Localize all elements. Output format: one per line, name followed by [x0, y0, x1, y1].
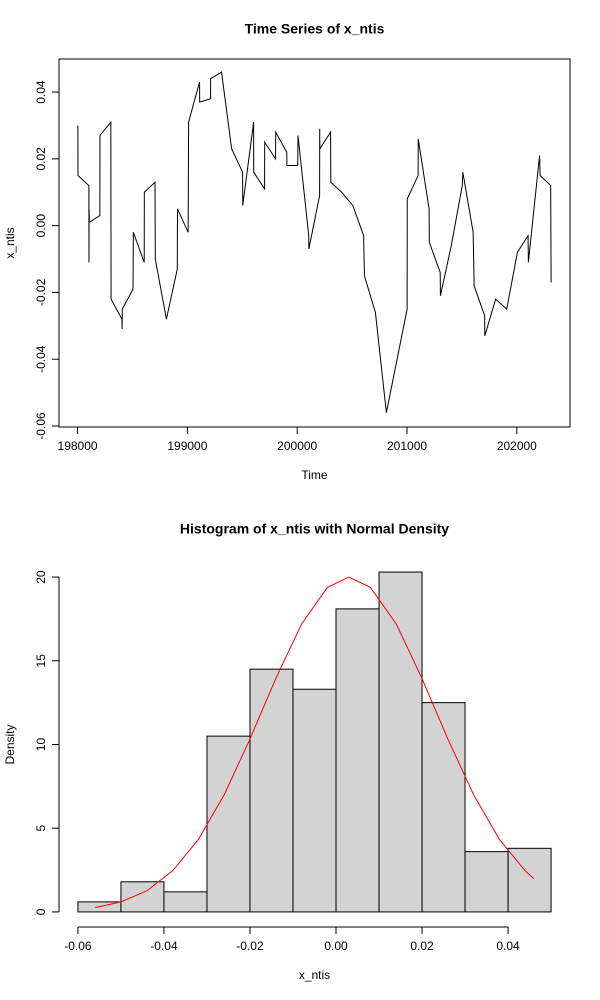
- histogram-bar: [120, 881, 165, 913]
- x-axis-label: Time: [301, 468, 328, 482]
- plot-box: [58, 58, 571, 428]
- density-curve: [95, 576, 535, 909]
- y-axis-label: Density: [3, 724, 17, 764]
- y-tick-label: 20: [34, 570, 48, 584]
- x-tick-label: 0.00: [324, 939, 348, 953]
- x-tick-label: 202000: [497, 439, 537, 453]
- x-tick-label: 201000: [387, 439, 427, 453]
- x-tick-label: 200000: [277, 439, 317, 453]
- y-axis-label: x_ntis: [3, 227, 17, 258]
- y-tick-label: 0.04: [34, 80, 48, 104]
- x-tick-label: -0.02: [236, 939, 264, 953]
- y-tick-label: -0.04: [34, 345, 48, 373]
- x-tick-label: -0.06: [64, 939, 92, 953]
- y-tick-label: 15: [34, 654, 48, 668]
- histogram-bar: [206, 735, 251, 913]
- histogram-bar: [163, 891, 208, 913]
- y-tick-label: -0.06: [34, 412, 48, 440]
- chart-title: Time Series of x_ntis: [245, 21, 385, 37]
- histogram-bar: [249, 668, 294, 913]
- x-tick-label: 199000: [167, 439, 207, 453]
- y-tick-label: -0.02: [34, 278, 48, 306]
- x-axis-label: x_ntis: [299, 968, 330, 982]
- histogram-bar: [335, 608, 380, 913]
- x-tick-label: 0.04: [496, 939, 520, 953]
- histogram-bar: [464, 851, 509, 913]
- y-tick-label: 0: [34, 908, 48, 915]
- y-tick-label: 0.02: [34, 147, 48, 171]
- y-tick-label: 0.00: [34, 214, 48, 238]
- chart-title: Histogram of x_ntis with Normal Density: [180, 521, 449, 537]
- y-tick-label: 10: [34, 738, 48, 752]
- series-line: [77, 71, 552, 413]
- y-tick-label: 5: [34, 825, 48, 832]
- x-tick-label: 0.02: [410, 939, 434, 953]
- x-tick-label: 198000: [58, 439, 98, 453]
- histogram-bar: [378, 571, 423, 913]
- x-tick-label: -0.04: [150, 939, 178, 953]
- histogram-bar: [421, 702, 466, 913]
- histogram-bar: [292, 688, 337, 913]
